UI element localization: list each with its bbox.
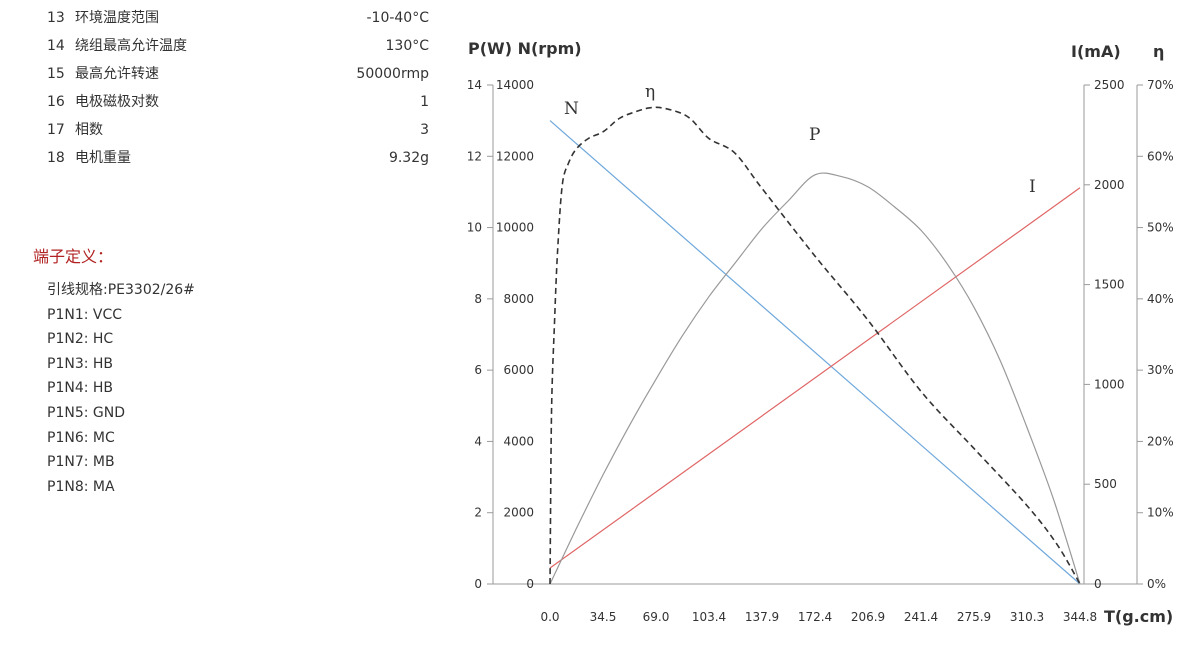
efficiency-tick-label: 40%: [1147, 292, 1174, 306]
curve-label-i: I: [1029, 177, 1036, 197]
power-tick-label: 0: [474, 577, 482, 591]
speed-tick-label: 12000: [496, 149, 534, 163]
speed-tick-label: 0: [526, 577, 534, 591]
x-tick-label: 206.9: [851, 610, 885, 624]
current-tick-label: 1000: [1094, 377, 1125, 391]
x-tick-label: 172.4: [798, 610, 832, 624]
spec-value: -10-40°C: [366, 10, 429, 26]
efficiency-tick-label: 70%: [1147, 78, 1174, 92]
spec-row: 17 相数 3: [47, 116, 429, 144]
spec-row: 14 绕组最高允许温度 130°C: [47, 32, 429, 60]
right-axis-title: I(mA): [1071, 42, 1121, 61]
power-curve: [549, 172, 1081, 585]
left-axis-title: P(W) N(rpm): [468, 39, 582, 58]
spec-name: 相数: [75, 122, 103, 138]
speed-tick-label: 2000: [503, 506, 534, 520]
speed-tick-label: 10000: [496, 221, 534, 235]
x-tick-label: 69.0: [643, 610, 670, 624]
current-curve: [549, 187, 1081, 569]
spec-value: 130°C: [385, 38, 430, 54]
power-tick-label: 2: [474, 506, 482, 520]
spec-number: 18: [47, 150, 65, 166]
spec-value: 50000rmp: [356, 66, 429, 82]
pin-item: P1N7: MB: [47, 454, 115, 471]
pin-item: P1N3: HB: [47, 355, 114, 372]
spec-name: 电极磁极对数: [75, 94, 159, 110]
spec-number: 15: [47, 66, 65, 82]
speed-tick-label: 8000: [503, 292, 534, 306]
speed-tick-label: 4000: [503, 434, 534, 448]
power-tick-label: 6: [474, 363, 482, 377]
x-tick-label: 310.3: [1010, 610, 1044, 624]
spec-name: 电机重量: [75, 150, 131, 166]
x-tick-label: 137.9: [745, 610, 779, 624]
speed-tick-label: 6000: [503, 363, 534, 377]
current-tick-label: 1500: [1094, 278, 1125, 292]
pin-item: P1N4: HB: [47, 380, 114, 397]
efficiency-curve: [549, 106, 1081, 585]
pin-item: 引线规格:PE3302/26#: [47, 282, 195, 298]
spec-value: 1: [420, 94, 429, 110]
efficiency-tick-label: 50%: [1147, 221, 1174, 235]
efficiency-tick-label: 20%: [1147, 434, 1174, 448]
pin-item: P1N6: MC: [47, 429, 115, 446]
power-tick-label: 14: [467, 78, 482, 92]
efficiency-axis-title: η: [1153, 42, 1164, 61]
efficiency-tick-label: 60%: [1147, 149, 1174, 163]
spec-number: 16: [47, 94, 65, 110]
x-axis-title: T(g.cm): [1104, 607, 1173, 626]
spec-row: 15 最高允许转速 50000rmp: [47, 60, 429, 88]
power-tick-label: 12: [467, 149, 482, 163]
curve-label-p: P: [809, 125, 820, 145]
current-tick-label: 2500: [1094, 78, 1125, 92]
speed-curve: [549, 120, 1081, 585]
motor-performance-chart: P(W) N(rpm) I(mA) η T(g.cm) 0.0 34.5 69.0 1…: [467, 39, 1174, 626]
spec-number: 17: [47, 122, 65, 138]
spec-name: 绕组最高允许温度: [75, 38, 187, 54]
curve-label-n: N: [564, 99, 579, 119]
power-tick-label: 4: [474, 434, 482, 448]
spec-row: 18 电机重量 9.32g: [47, 144, 429, 172]
spec-table: 13 环境温度范围 -10-40°C 14 绕组最高允许温度 130°C 15 最高允…: [47, 4, 429, 172]
pin-item: P1N1: VCC: [47, 306, 123, 323]
spec-row: 16 电极磁极对数 1: [47, 88, 429, 116]
pin-item: P1N2: HC: [47, 331, 114, 348]
spec-name: 最高允许转速: [75, 66, 159, 82]
power-tick-label: 10: [467, 221, 482, 235]
power-tick-label: 8: [474, 292, 482, 306]
curve-label-eta: η: [645, 82, 655, 102]
x-tick-label: 275.9: [957, 610, 991, 624]
spec-name: 环境温度范围: [75, 10, 159, 26]
current-tick-label: 2000: [1094, 178, 1125, 192]
x-tick-label: 241.4: [904, 610, 938, 624]
spec-row: 13 环境温度范围 -10-40°C: [47, 4, 429, 32]
spec-value: 3: [420, 122, 429, 138]
efficiency-tick-label: 0%: [1147, 577, 1166, 591]
current-tick-label: 500: [1094, 477, 1117, 491]
x-tick-label: 344.8: [1063, 610, 1097, 624]
spec-number: 13: [47, 10, 65, 26]
current-tick-label: 0: [1094, 577, 1102, 591]
x-tick-label: 34.5: [590, 610, 617, 624]
spec-value: 9.32g: [388, 150, 429, 166]
pin-item: P1N5: GND: [47, 404, 125, 421]
pin-item: P1N8: MA: [47, 478, 115, 495]
speed-tick-label: 14000: [496, 78, 534, 92]
x-tick-label: 103.4: [692, 610, 726, 624]
x-tick-label: 0.0: [540, 610, 559, 624]
spec-number: 14: [47, 38, 65, 54]
efficiency-tick-label: 10%: [1147, 506, 1174, 520]
terminal-definition-title: 端子定义：: [33, 247, 114, 266]
pin-list: 引线规格:PE3302/26# P1N1: VCC P1N2: HC P1N3:…: [47, 278, 195, 499]
efficiency-tick-label: 30%: [1147, 363, 1174, 377]
